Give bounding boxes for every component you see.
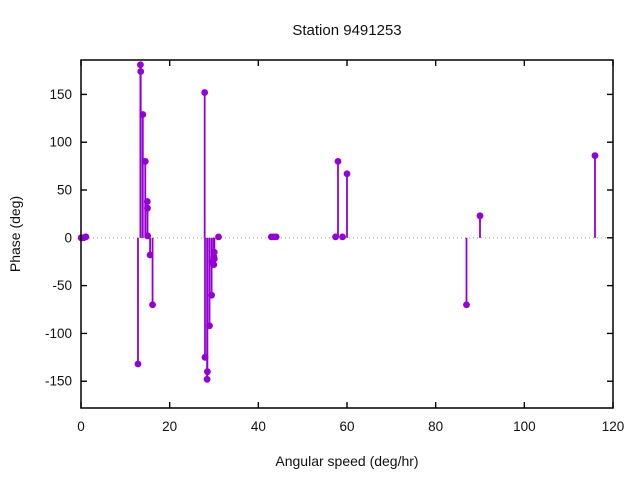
data-point: [343, 170, 351, 178]
x-tick-label: 40: [251, 419, 266, 434]
y-tick-label: 50: [57, 183, 72, 198]
data-point: [204, 368, 211, 376]
data-point: [272, 233, 280, 241]
y-tick-label: 100: [49, 135, 72, 150]
data-point: [201, 353, 209, 361]
data-point: [206, 322, 213, 330]
y-tick-label: -150: [45, 374, 72, 389]
y-tick-label: 0: [64, 230, 72, 245]
data-point: [591, 152, 599, 160]
data-point: [208, 291, 215, 299]
data-point: [134, 360, 142, 368]
data-point: [141, 157, 149, 165]
y-tick-label: 150: [49, 87, 72, 102]
data-point: [210, 255, 218, 263]
data-point: [332, 233, 339, 241]
data-point: [476, 212, 484, 220]
data-point: [215, 233, 222, 241]
x-tick-label: 120: [602, 419, 625, 434]
plot-frame: [80, 59, 614, 409]
data-point: [144, 232, 152, 240]
x-axis-label: Angular speed (deg/hr): [275, 453, 419, 469]
x-tick-label: 80: [428, 419, 443, 434]
data-point: [334, 157, 342, 165]
y-tick-label: -50: [52, 278, 72, 293]
data-point: [143, 198, 151, 205]
x-tick-label: 20: [162, 419, 177, 434]
data-point: [210, 248, 218, 256]
data-point: [82, 233, 90, 241]
y-axis-label: Phase (deg): [7, 195, 23, 273]
x-tick-label: 60: [339, 419, 354, 434]
x-tick-label: 100: [513, 419, 536, 434]
data-point: [139, 111, 147, 118]
data-point: [201, 89, 209, 96]
x-tick-label: 0: [77, 419, 85, 434]
data-point: [463, 301, 470, 309]
data-point: [203, 375, 211, 383]
data-point: [210, 261, 218, 268]
data-point: [137, 68, 145, 75]
data-point: [339, 233, 346, 241]
y-tick-label: -100: [45, 326, 72, 341]
data-point: [149, 301, 156, 309]
data-point: [137, 61, 144, 69]
chart-title: Station 9491253: [292, 22, 402, 39]
data-point: [146, 251, 154, 259]
data-point: [144, 204, 151, 212]
